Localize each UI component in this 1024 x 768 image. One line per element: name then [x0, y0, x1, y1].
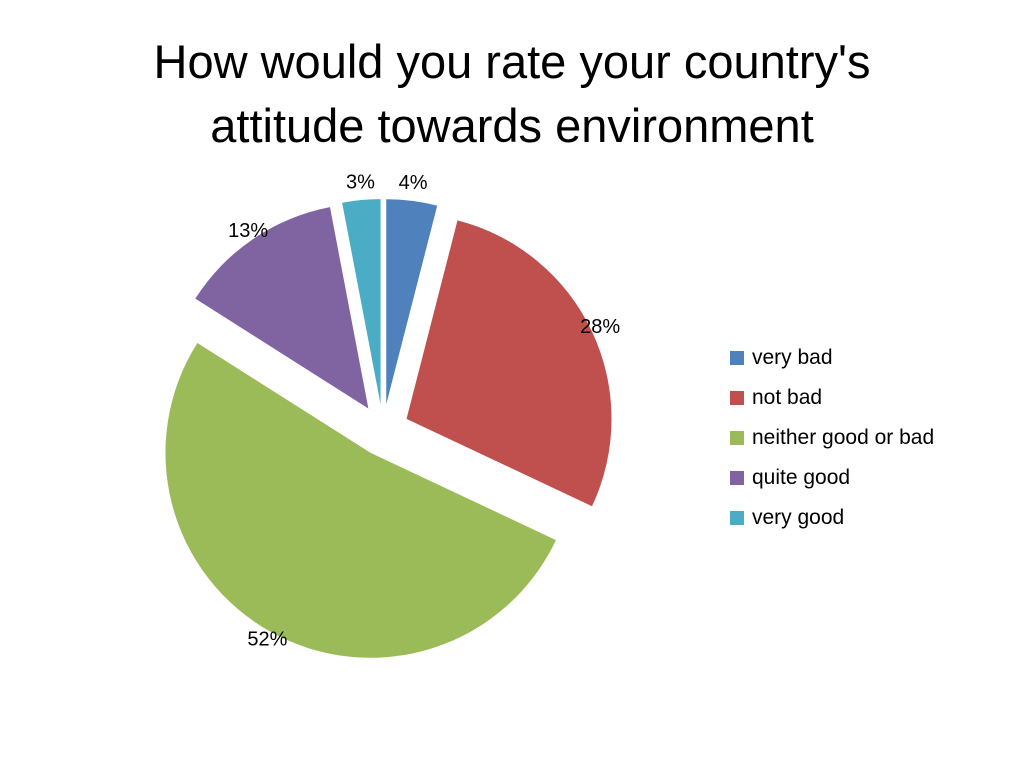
- legend-item-very-good: very good: [730, 498, 934, 538]
- legend-label: very good: [752, 506, 845, 529]
- legend-swatch: [730, 471, 744, 485]
- chart-legend: very bad not bad neither good or bad qui…: [730, 338, 934, 538]
- legend-swatch: [730, 351, 744, 365]
- chart-title-line-2: attitude towards environment: [210, 99, 814, 152]
- data-label-neither-good-or-bad: 52%: [247, 629, 287, 651]
- legend-label: neither good or bad: [752, 426, 935, 449]
- data-label-very-bad: 4%: [399, 172, 428, 194]
- data-label-quite-good: 13%: [228, 220, 268, 242]
- legend-label: not bad: [752, 386, 823, 409]
- legend-label: quite good: [752, 466, 851, 489]
- legend-label: very bad: [752, 346, 833, 369]
- data-label-not-bad: 28%: [580, 316, 620, 338]
- chart-title-line-1: How would you rate your country's: [153, 35, 871, 88]
- legend-swatch: [730, 391, 744, 405]
- legend-swatch: [730, 431, 744, 445]
- pie-slice-neither-good-or-bad: [165, 342, 556, 658]
- data-label-very-good: 3%: [346, 171, 375, 193]
- chart-title: How would you rate your country's attitu…: [40, 30, 984, 158]
- pie-slice-very-bad: [386, 199, 438, 405]
- legend-item-very-bad: very bad: [730, 338, 934, 378]
- legend-swatch: [730, 511, 744, 525]
- pie-slice-very-good: [342, 199, 381, 405]
- pie-slice-not-bad: [406, 220, 612, 507]
- legend-item-neither-good-or-bad: neither good or bad: [730, 418, 934, 458]
- legend-item-not-bad: not bad: [730, 378, 934, 418]
- pie-slice-quite-good: [195, 207, 369, 409]
- legend-item-quite-good: quite good: [730, 458, 934, 498]
